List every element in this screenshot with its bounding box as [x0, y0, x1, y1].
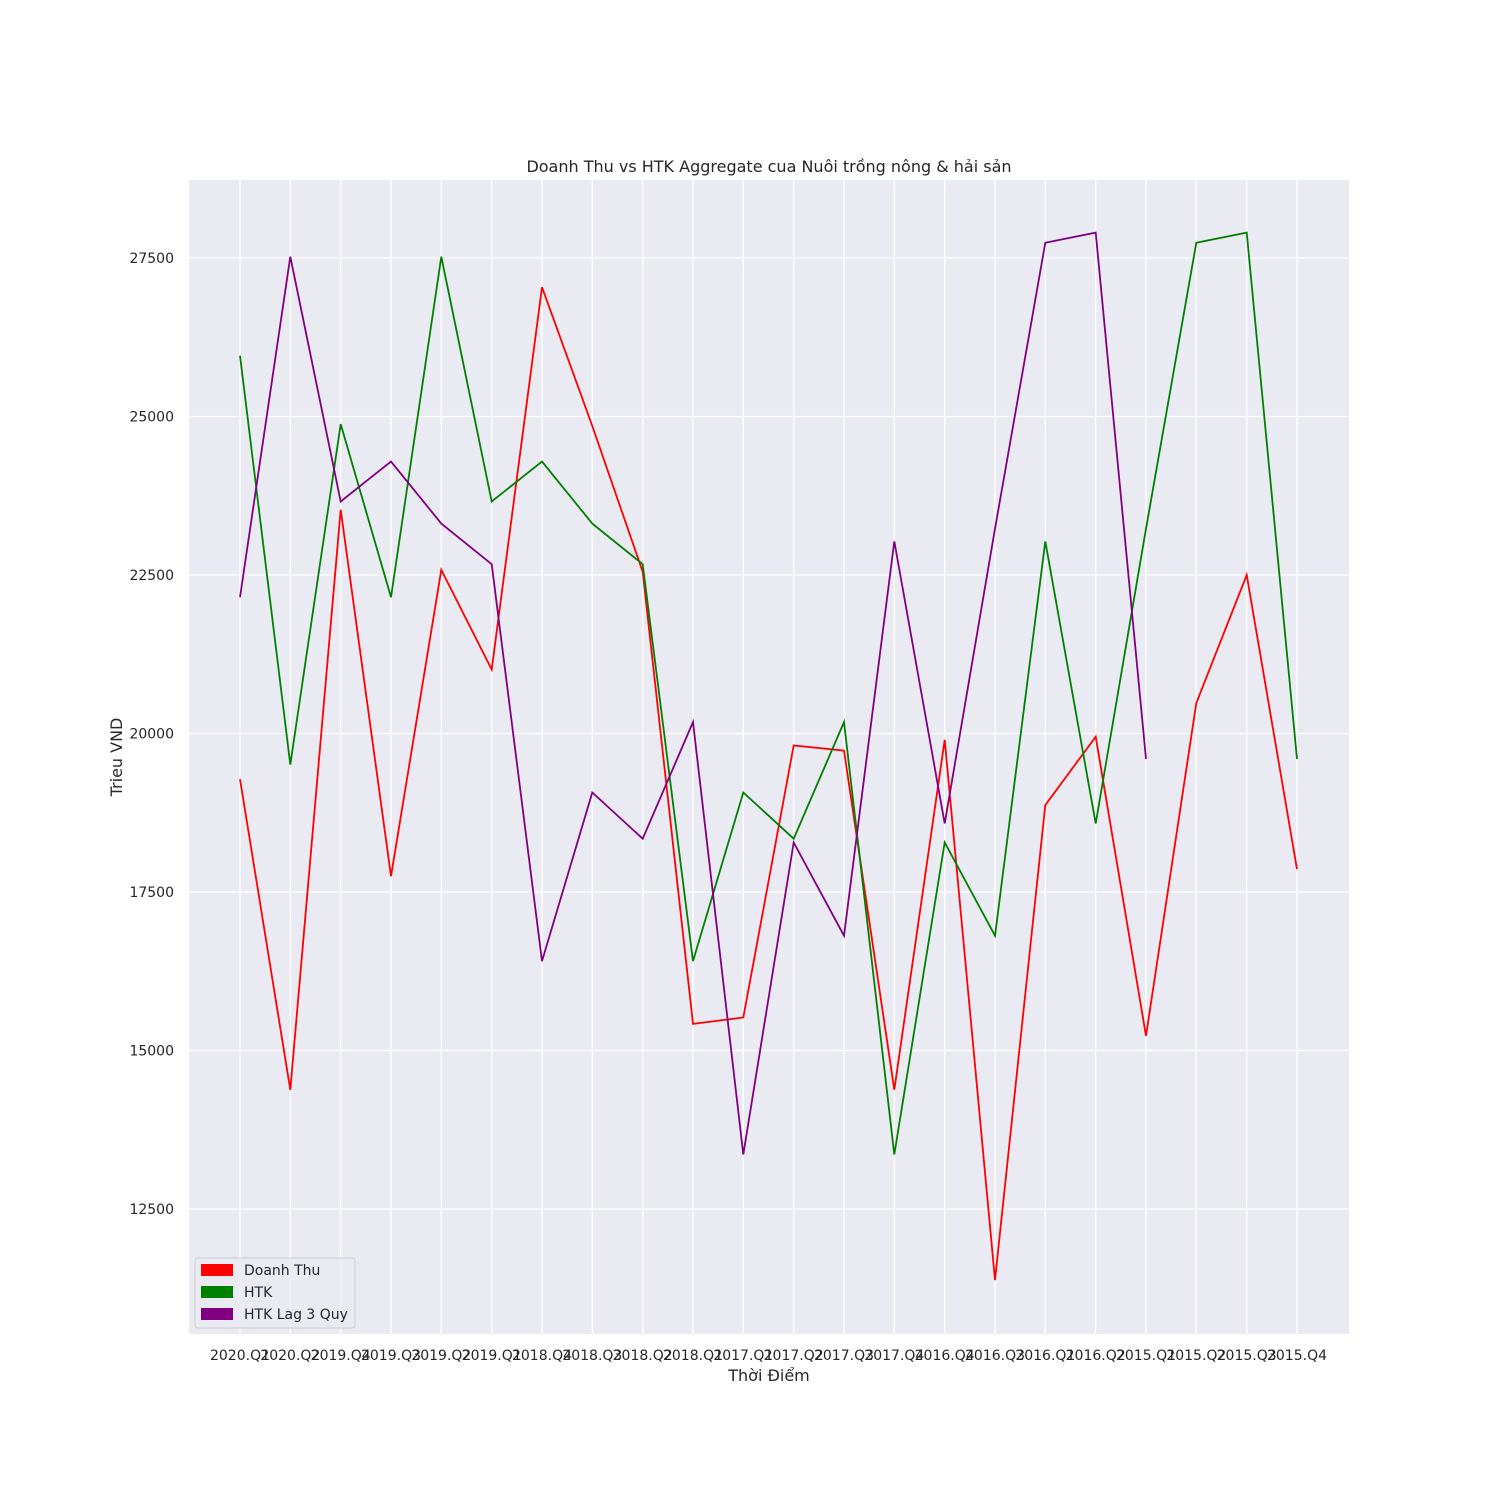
- y-tick-labels: 12500 15000 17500 20000 22500 25000 27500: [129, 251, 174, 1218]
- grid: [189, 180, 1349, 1334]
- y-tick-label: 22500: [129, 568, 174, 584]
- x-tick-label: 2019.Q3: [361, 1348, 421, 1364]
- x-tick-label: 2016.Q1: [1015, 1348, 1075, 1364]
- x-tick-label: 2018.Q2: [613, 1348, 673, 1364]
- legend-swatch: [201, 1286, 233, 1298]
- y-tick-label: 27500: [129, 251, 174, 267]
- x-tick-label: 2018.Q1: [663, 1348, 723, 1364]
- y-axis-title: Trieu VND: [107, 718, 126, 798]
- x-tick-label: 2019.Q4: [311, 1348, 371, 1364]
- series-line-2: [239, 231, 1147, 1155]
- x-axis-title: Thời Điểm: [727, 1366, 810, 1385]
- legend-label: HTK: [244, 1285, 273, 1301]
- series-line-0: [239, 286, 1298, 1281]
- x-tick-label: 2016.Q3: [965, 1348, 1025, 1364]
- x-tick-label: 2016.Q2: [1066, 1348, 1126, 1364]
- x-tick-label: 2019.Q1: [462, 1348, 522, 1364]
- x-tick-label: 2018.Q4: [512, 1348, 572, 1364]
- legend-box: [194, 1257, 356, 1329]
- x-tick-label: 2018.Q3: [562, 1348, 622, 1364]
- x-tick-label: 2015.Q4: [1267, 1348, 1327, 1364]
- y-tick-label: 25000: [129, 410, 174, 426]
- x-tick-label: 2015.Q1: [1116, 1348, 1176, 1364]
- x-tick-label: 2015.Q2: [1166, 1348, 1226, 1364]
- x-tick-label: 2017.Q3: [814, 1348, 874, 1364]
- legend-swatch: [201, 1308, 233, 1320]
- legend-label: Doanh Thu: [244, 1263, 320, 1279]
- x-tick-label: 2020.Q1: [210, 1348, 270, 1364]
- x-tick-label: 2016.Q4: [915, 1348, 975, 1364]
- legend-swatch: [201, 1264, 233, 1276]
- x-tick-label: 2017.Q4: [864, 1348, 924, 1364]
- y-tick-label: 20000: [129, 727, 174, 743]
- x-tick-label: 2015.Q3: [1217, 1348, 1277, 1364]
- legend: Doanh Thu HTK HTK Lag 3 Quy: [194, 1257, 356, 1329]
- y-tick-label: 12500: [129, 1202, 174, 1218]
- x-tick-label: 2020.Q2: [260, 1348, 320, 1364]
- y-tick-label: 17500: [129, 885, 174, 901]
- x-tick-labels: 2020.Q12020.Q22019.Q42019.Q32019.Q22019.…: [210, 1348, 1327, 1364]
- series-lines: [239, 231, 1298, 1281]
- series-line-1: [239, 231, 1298, 1155]
- y-tick-label: 15000: [129, 1044, 174, 1060]
- x-tick-label: 2017.Q1: [713, 1348, 773, 1364]
- legend-label: HTK Lag 3 Quy: [244, 1307, 348, 1323]
- plot-background: [189, 180, 1349, 1334]
- chart-title: Doanh Thu vs HTK Aggregate cua Nuôi trồn…: [526, 157, 1011, 176]
- x-tick-label: 2019.Q2: [411, 1348, 471, 1364]
- x-tick-label: 2017.Q2: [764, 1348, 824, 1364]
